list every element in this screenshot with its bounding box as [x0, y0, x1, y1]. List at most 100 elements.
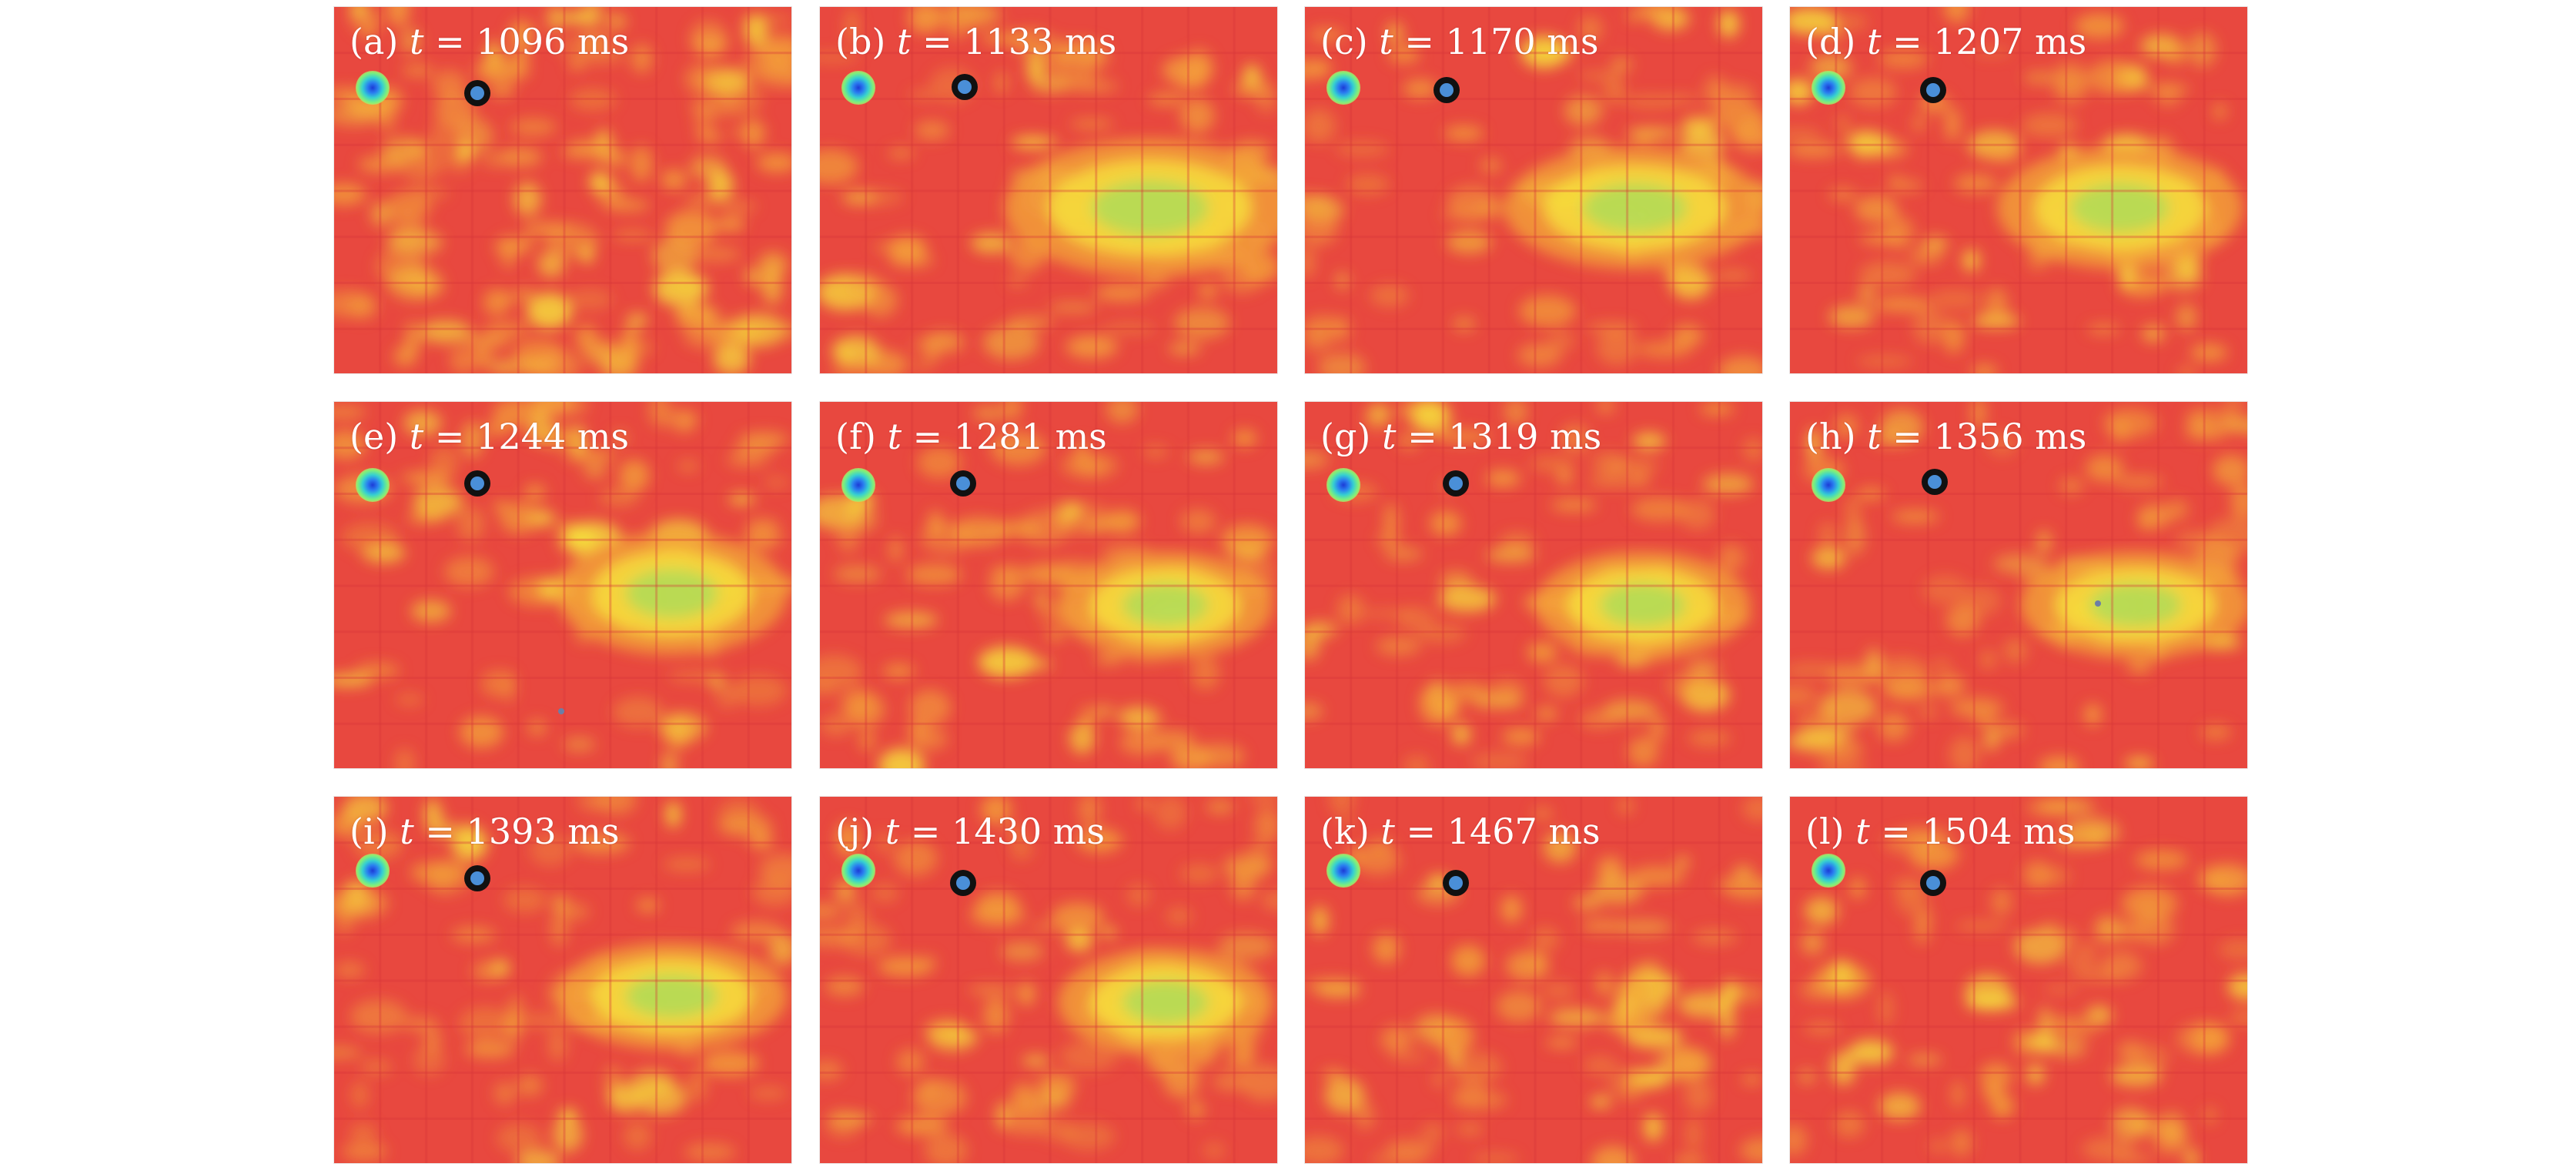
panel-d: (d) t = 1207 ms — [1789, 6, 2248, 374]
panel-c: (c) t = 1170 ms — [1304, 6, 1763, 374]
speck-marker — [558, 708, 564, 714]
panel-id: e — [363, 416, 385, 457]
time-symbol: t — [409, 21, 424, 62]
panel-label: (g) t = 1319 ms — [1320, 416, 1602, 457]
source-blob — [1326, 468, 1360, 502]
panel-unit: ms — [1549, 416, 1602, 457]
panel-unit: ms — [1547, 21, 1599, 62]
panel-unit: ms — [577, 21, 630, 62]
heatmap-field — [820, 7, 1277, 373]
panel-id: f — [848, 416, 862, 457]
time-symbol: t — [1380, 811, 1395, 852]
panel-label: (k) t = 1467 ms — [1320, 811, 1601, 852]
heatmap-field — [1305, 797, 1762, 1163]
panel-unit: ms — [2034, 21, 2087, 62]
probe-marker — [1434, 77, 1460, 103]
panel-label: (e) t = 1244 ms — [350, 416, 629, 457]
time-symbol: t — [885, 811, 900, 852]
time-symbol: t — [896, 21, 912, 62]
panel-time: 1170 — [1445, 21, 1536, 62]
probe-marker — [464, 865, 490, 891]
speck-marker — [2095, 600, 2101, 607]
panel-label: (j) t = 1430 ms — [835, 811, 1106, 852]
panel-unit: ms — [1064, 21, 1117, 62]
probe-marker — [464, 470, 490, 497]
panel-id: j — [848, 811, 861, 852]
panel-unit: ms — [1055, 416, 1107, 457]
heatmap-field — [820, 797, 1277, 1163]
heatmap-field — [1305, 402, 1762, 768]
panel-i: (i) t = 1393 ms — [333, 796, 792, 1164]
heatmap-field — [334, 7, 791, 373]
panel-time: 1244 — [476, 416, 567, 457]
probe-marker — [464, 80, 490, 106]
panel-f: (f) t = 1281 ms — [819, 401, 1278, 769]
panel-time: 1393 — [466, 811, 557, 852]
heatmap-field — [1790, 402, 2247, 768]
panel-time: 1430 — [952, 811, 1042, 852]
panel-unit: ms — [577, 416, 629, 457]
source-blob — [841, 71, 875, 105]
time-symbol: t — [1866, 21, 1882, 62]
heatmap-field — [1305, 7, 1762, 373]
panel-id: d — [1818, 21, 1842, 62]
panel-unit: ms — [567, 811, 620, 852]
time-symbol: t — [409, 416, 424, 457]
heatmap-field — [334, 402, 791, 768]
panel-label: (f) t = 1281 ms — [835, 416, 1107, 457]
panel-id: k — [1333, 811, 1356, 852]
time-symbol: t — [1867, 416, 1882, 457]
source-blob — [841, 854, 875, 888]
source-blob — [356, 854, 390, 888]
panel-label: (l) t = 1504 ms — [1805, 811, 2076, 852]
panel-time: 1096 — [476, 21, 567, 62]
heatmap-field — [820, 402, 1277, 768]
panel-l: (l) t = 1504 ms — [1789, 796, 2248, 1164]
probe-marker — [1920, 77, 1946, 103]
panel-label: (b) t = 1133 ms — [835, 21, 1117, 62]
panel-b: (b) t = 1133 ms — [819, 6, 1278, 374]
probe-marker — [1443, 870, 1469, 896]
panel-label: (c) t = 1170 ms — [1320, 21, 1599, 62]
panel-id: a — [363, 21, 385, 62]
panel-label: (d) t = 1207 ms — [1805, 21, 2087, 62]
panel-h: (h) t = 1356 ms — [1789, 401, 2248, 769]
panel-time: 1133 — [963, 21, 1054, 62]
panel-unit: ms — [1052, 811, 1106, 852]
panel-id: g — [1333, 416, 1357, 457]
time-symbol: t — [1381, 416, 1397, 457]
time-symbol: t — [887, 416, 902, 457]
probe-marker — [1922, 469, 1948, 495]
heatmap-field — [1790, 7, 2247, 373]
time-symbol: t — [400, 811, 414, 852]
source-blob — [356, 468, 390, 502]
panel-unit: ms — [2035, 416, 2087, 457]
probe-marker — [950, 470, 976, 497]
probe-marker — [950, 870, 976, 896]
source-blob — [841, 468, 875, 502]
panel-time: 1467 — [1447, 811, 1537, 852]
source-blob — [1326, 71, 1360, 105]
panel-label: (i) t = 1393 ms — [350, 811, 620, 852]
source-blob — [1812, 468, 1845, 502]
panel-a: (a) t = 1096 ms — [333, 6, 792, 374]
panel-time: 1319 — [1448, 416, 1539, 457]
probe-marker — [1920, 870, 1946, 896]
panel-unit: ms — [2023, 811, 2076, 852]
panel-label: (h) t = 1356 ms — [1805, 416, 2087, 457]
heatmap-field — [334, 797, 791, 1163]
panel-id: h — [1818, 416, 1842, 457]
panel-e: (e) t = 1244 ms — [333, 401, 792, 769]
panel-unit: ms — [1548, 811, 1601, 852]
heatmap-field — [1790, 797, 2247, 1163]
panel-k: (k) t = 1467 ms — [1304, 796, 1763, 1164]
panel-g: (g) t = 1319 ms — [1304, 401, 1763, 769]
source-blob — [356, 71, 390, 105]
time-symbol: t — [1379, 21, 1393, 62]
panel-label: (a) t = 1096 ms — [350, 21, 630, 62]
source-blob — [1326, 854, 1360, 888]
panel-id: b — [848, 21, 872, 62]
panel-time: 1207 — [1933, 21, 2024, 62]
panel-id: i — [363, 811, 375, 852]
panel-j: (j) t = 1430 ms — [819, 796, 1278, 1164]
